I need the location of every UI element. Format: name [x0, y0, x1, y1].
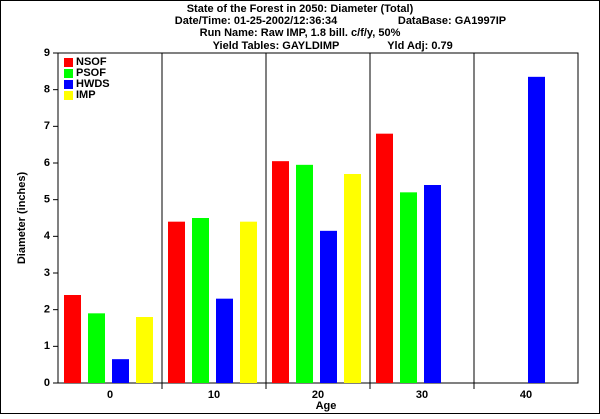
bar	[192, 218, 209, 383]
bar	[216, 298, 233, 383]
y-tick-label: 5	[44, 194, 50, 206]
y-tick-label: 3	[44, 267, 50, 279]
bar	[272, 161, 289, 383]
bar	[400, 192, 417, 383]
bar	[168, 221, 185, 383]
bar	[64, 295, 81, 383]
subtitle: Date/Time: 01-25-2002/12:36:34	[175, 15, 338, 27]
y-tick-label: 9	[44, 47, 50, 59]
x-tick-label: 10	[208, 389, 220, 401]
subtitle: DataBase: GA1997IP	[398, 15, 506, 27]
x-tick-label: 40	[520, 389, 532, 401]
bar	[376, 133, 393, 383]
legend-label: HWDS	[76, 78, 110, 90]
subtitle: Yield Tables: GAYLDIMP	[213, 40, 340, 52]
bar	[320, 230, 337, 383]
bar	[240, 221, 257, 383]
y-axis-label: Diameter (inches)	[16, 172, 28, 265]
x-tick-label: 30	[416, 389, 428, 401]
y-tick-label: 7	[44, 120, 50, 132]
legend-label: PSOF	[76, 67, 106, 79]
x-tick-label: 20	[312, 389, 324, 401]
chart-title: State of the Forest in 2050: Diameter (T…	[187, 3, 414, 15]
y-tick-label: 2	[44, 304, 50, 316]
bar	[344, 174, 361, 383]
x-tick-label: 0	[107, 389, 113, 401]
legend-swatch	[64, 91, 73, 100]
legend-label: NSOF	[76, 56, 107, 68]
bar	[112, 359, 129, 383]
bar	[136, 317, 153, 383]
x-axis-label: Age	[316, 400, 337, 412]
legend-swatch	[64, 80, 73, 89]
y-tick-label: 8	[44, 84, 50, 96]
legend-swatch	[64, 58, 73, 67]
bar	[296, 164, 313, 383]
bar	[88, 313, 105, 383]
subtitle: Run Name: Raw IMP, 1.8 bill. c/f/y, 50%	[200, 27, 401, 39]
y-tick-label: 4	[44, 230, 51, 242]
subtitle: Yld Adj: 0.79	[387, 40, 453, 52]
bar	[528, 76, 545, 383]
plot-area	[57, 52, 579, 384]
bar	[424, 185, 441, 383]
legend-swatch	[64, 69, 73, 78]
y-tick-label: 0	[44, 377, 50, 389]
legend-label: IMP	[76, 89, 96, 101]
y-tick-label: 6	[44, 157, 50, 169]
y-tick-label: 1	[44, 340, 50, 352]
